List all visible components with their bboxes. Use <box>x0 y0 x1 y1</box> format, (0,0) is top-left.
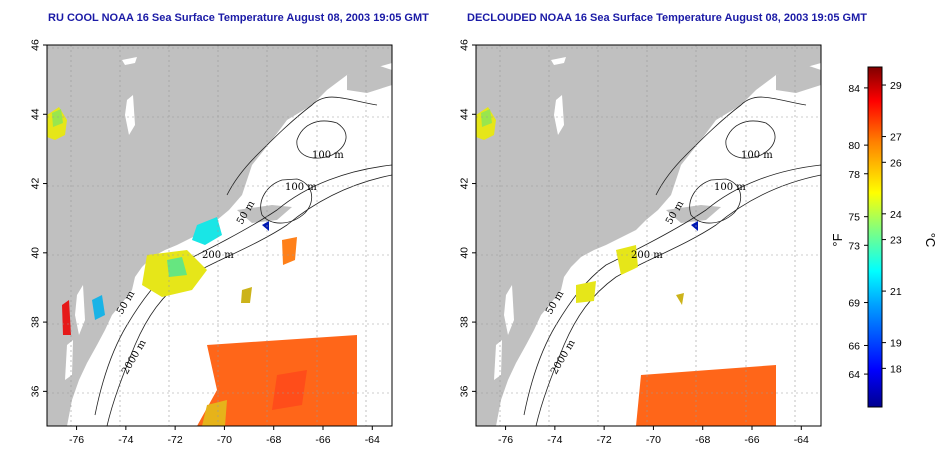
fahrenheit-tick-label: 66 <box>848 340 860 352</box>
celsius-tick-label: 19 <box>890 338 902 350</box>
x-tick-label: -64 <box>794 434 809 446</box>
x-tick-label: -68 <box>266 434 281 446</box>
y-tick-label: 42 <box>459 178 471 190</box>
fahrenheit-tick-label: 80 <box>848 140 860 152</box>
y-tick-label: 44 <box>459 108 471 120</box>
bathymetry-contours <box>523 96 822 427</box>
fahrenheit-tick-label: 84 <box>848 83 860 95</box>
celsius-unit-label: °C <box>923 233 938 248</box>
land-mass <box>47 45 392 426</box>
colorbar-ticks: 84 80 78 75 73 69 66 64 29 27 26 24 23 21 19 18 <box>848 80 902 381</box>
celsius-tick-label: 29 <box>890 80 902 92</box>
right-panel-title: DECLOUDED NOAA 16 Sea Surface Temperatur… <box>467 12 867 24</box>
y-tick-label: 44 <box>30 108 42 120</box>
contour-label-200m: 200 m <box>202 250 234 261</box>
contour-label-100m-b: 100 m <box>714 182 746 193</box>
x-tick-label: -76 <box>498 434 513 446</box>
celsius-tick-label: 21 <box>890 286 902 298</box>
contour-label-100m-a: 100 m <box>741 150 773 161</box>
contour-label-100m-b: 100 m <box>285 182 317 193</box>
colorbar-gradient <box>867 66 883 408</box>
land-mass <box>476 45 821 426</box>
graticule <box>47 45 392 426</box>
y-tick-label: 46 <box>30 39 42 51</box>
left-panel-title: RU COOL NOAA 16 Sea Surface Temperature … <box>48 12 429 24</box>
lake-patches <box>494 57 566 380</box>
y-tick-label: 42 <box>30 178 42 190</box>
x-tick-label: -68 <box>695 434 710 446</box>
lake-patches <box>65 57 137 380</box>
x-tick-label: -74 <box>547 434 562 446</box>
contour-label-100m-a: 100 m <box>312 150 344 161</box>
sst-data-right <box>476 107 776 426</box>
y-tick-label: 38 <box>30 316 42 328</box>
celsius-tick-label: 26 <box>890 157 902 169</box>
fahrenheit-tick-label: 64 <box>848 369 860 381</box>
fahrenheit-unit-label: °F <box>830 233 845 246</box>
fahrenheit-tick-label: 78 <box>848 169 860 181</box>
celsius-tick-label: 18 <box>890 363 902 375</box>
x-tick-label: -76 <box>69 434 84 446</box>
y-tick-label: 40 <box>30 247 42 259</box>
celsius-tick-label: 23 <box>890 235 902 247</box>
celsius-tick-label: 27 <box>890 132 902 144</box>
contour-label-200m: 200 m <box>631 250 663 261</box>
celsius-tick-label: 24 <box>890 209 902 221</box>
fahrenheit-tick-label: 73 <box>848 240 860 252</box>
temperature-colorbar: 84 80 78 75 73 69 66 64 29 27 26 24 23 21 19 18 °F °C <box>830 66 938 408</box>
y-tick-label: 36 <box>30 385 42 397</box>
x-tick-label: -70 <box>646 434 661 446</box>
y-tick-label: 46 <box>459 39 471 51</box>
x-tick-label: -74 <box>118 434 133 446</box>
y-tick-label: 38 <box>459 316 471 328</box>
y-tick-label: 40 <box>459 247 471 259</box>
y-tick-label: 36 <box>459 385 471 397</box>
graticule <box>476 45 821 426</box>
fahrenheit-tick-label: 75 <box>848 212 860 224</box>
x-tick-label: -64 <box>365 434 380 446</box>
left-map-panel: 100 m 100 m 50 m 200 m 50 m 2000 m <box>46 44 393 427</box>
x-tick-label: -70 <box>217 434 232 446</box>
x-tick-label: -66 <box>315 434 330 446</box>
right-map-panel: 100 m 100 m 50 m 200 m 50 m 2000 m <box>475 44 822 427</box>
sst-data-left <box>47 107 357 426</box>
fahrenheit-tick-label: 69 <box>848 298 860 310</box>
x-tick-label: -72 <box>168 434 183 446</box>
x-tick-label: -72 <box>597 434 612 446</box>
axis-ticks: -76 -74 -72 -70 -68 -66 -64 46 44 42 40 38 36 -76 -74 -… <box>30 39 809 446</box>
x-tick-label: -66 <box>744 434 759 446</box>
